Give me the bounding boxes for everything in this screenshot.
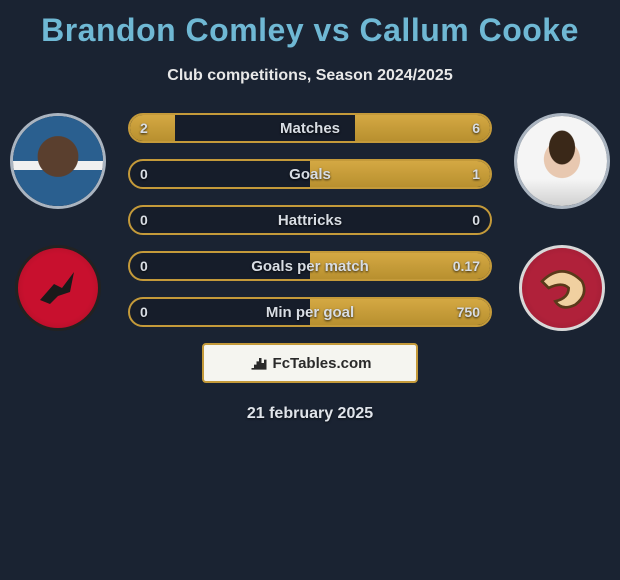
- stat-label: Min per goal: [266, 304, 354, 321]
- stat-right-value: 6: [462, 120, 490, 136]
- player2-face: [517, 116, 607, 206]
- stat-label: Goals: [289, 166, 331, 183]
- source-label: FcTables.com: [273, 355, 372, 372]
- player2-avatar: [514, 113, 610, 209]
- stat-right-value: 0: [462, 212, 490, 228]
- stat-bar-goals-per-match: 0 Goals per match 0.17: [128, 251, 492, 281]
- chart-icon: [249, 353, 269, 373]
- comparison-subtitle: Club competitions, Season 2024/2025: [0, 67, 620, 85]
- stat-bars: 2 Matches 6 0 Goals 1 0 Hattricks 0 0 Go…: [128, 113, 492, 327]
- comparison-content: 2 Matches 6 0 Goals 1 0 Hattricks 0 0 Go…: [0, 113, 620, 423]
- stat-right-value: 750: [447, 304, 490, 320]
- stat-right-value: 1: [462, 166, 490, 182]
- source-badge: FcTables.com: [202, 343, 418, 383]
- bird-icon: [34, 264, 82, 312]
- stat-left-value: 0: [130, 212, 158, 228]
- comparison-date: 21 february 2025: [10, 405, 610, 423]
- stat-left-value: 0: [130, 166, 158, 182]
- shrimp-icon: [522, 248, 602, 328]
- stat-label: Matches: [280, 120, 340, 137]
- stat-left-value: 0: [130, 304, 158, 320]
- stat-label: Hattricks: [278, 212, 342, 229]
- stat-right-value: 0.17: [443, 258, 490, 274]
- stat-bar-matches: 2 Matches 6: [128, 113, 492, 143]
- stat-bar-hattricks: 0 Hattricks 0: [128, 205, 492, 235]
- player1-club-badge: [15, 245, 101, 331]
- stat-bar-goals: 0 Goals 1: [128, 159, 492, 189]
- stat-left-value: 2: [130, 120, 158, 136]
- player2-club-badge: [519, 245, 605, 331]
- stat-left-value: 0: [130, 258, 158, 274]
- player1-face: [13, 116, 103, 206]
- player1-avatar: [10, 113, 106, 209]
- stat-bar-min-per-goal: 0 Min per goal 750: [128, 297, 492, 327]
- comparison-title: Brandon Comley vs Callum Cooke: [0, 0, 620, 49]
- stat-label: Goals per match: [251, 258, 369, 275]
